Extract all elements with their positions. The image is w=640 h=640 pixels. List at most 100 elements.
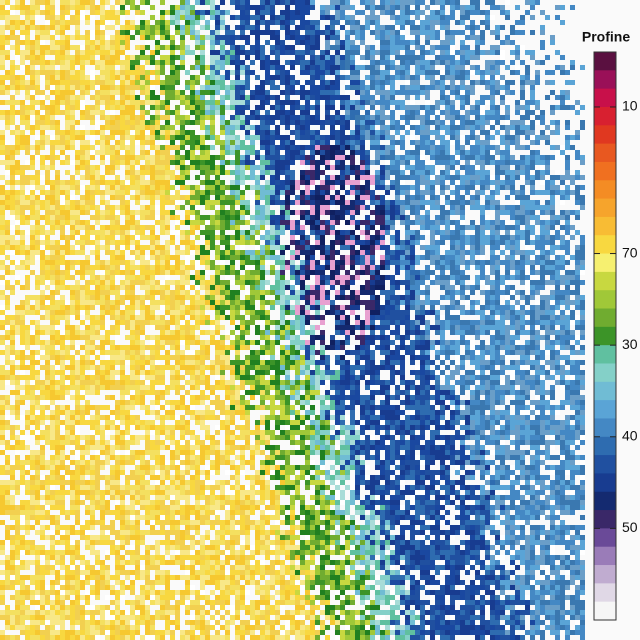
density-cell <box>75 200 80 205</box>
density-cell <box>120 195 125 200</box>
density-cell <box>275 145 280 150</box>
density-cell <box>50 255 55 260</box>
density-cell <box>80 15 85 20</box>
density-cell <box>255 60 260 65</box>
density-cell <box>45 50 50 55</box>
density-cell <box>350 30 355 35</box>
density-cell <box>370 75 375 80</box>
density-cell <box>110 55 115 60</box>
density-cell <box>230 125 235 130</box>
density-cell <box>370 55 375 60</box>
density-cell <box>95 265 100 270</box>
density-cell <box>390 80 395 85</box>
density-cell <box>100 110 105 115</box>
density-cell <box>440 45 445 50</box>
density-cell <box>425 275 430 280</box>
density-cell <box>415 40 420 45</box>
density-cell <box>270 50 275 55</box>
density-cell <box>25 150 30 155</box>
density-cell <box>285 185 290 190</box>
density-cell <box>415 200 420 205</box>
density-cell <box>510 245 515 250</box>
density-cell <box>150 130 155 135</box>
density-cell <box>370 180 375 185</box>
density-cell <box>405 70 410 75</box>
density-cell <box>195 275 200 280</box>
density-cell <box>395 70 400 75</box>
density-cell <box>260 95 265 100</box>
density-cell <box>140 250 145 255</box>
density-cell <box>340 105 345 110</box>
density-cell <box>135 70 140 75</box>
density-cell <box>160 170 165 175</box>
density-cell <box>0 100 5 105</box>
density-cell <box>300 270 305 275</box>
density-cell <box>510 260 515 265</box>
density-cell <box>355 105 360 110</box>
density-cell <box>550 215 555 220</box>
density-cell <box>450 10 455 15</box>
density-cell <box>430 175 435 180</box>
density-cell <box>400 55 405 60</box>
density-cell <box>460 105 465 110</box>
density-cell <box>110 170 115 175</box>
density-cell <box>170 20 175 25</box>
density-cell <box>515 120 520 125</box>
density-cell <box>10 190 15 195</box>
density-cell <box>100 210 105 215</box>
density-cell <box>85 130 90 135</box>
density-cell <box>245 50 250 55</box>
density-cell <box>130 175 135 180</box>
density-cell <box>325 275 330 280</box>
density-cell <box>480 140 485 145</box>
density-cell <box>245 5 250 10</box>
density-cell <box>435 180 440 185</box>
density-cell <box>35 115 40 120</box>
density-cell <box>495 105 500 110</box>
density-cell <box>560 55 565 60</box>
density-cell <box>345 125 350 130</box>
density-cell <box>70 80 75 85</box>
density-cell <box>345 110 350 115</box>
density-cell <box>365 170 370 175</box>
density-cell <box>350 160 355 165</box>
density-cell <box>475 45 480 50</box>
density-cell <box>310 200 315 205</box>
density-cell <box>20 195 25 200</box>
density-cell <box>40 10 45 15</box>
density-cell <box>285 90 290 95</box>
density-cell <box>300 70 305 75</box>
density-cell <box>80 150 85 155</box>
density-cell <box>145 110 150 115</box>
density-cell <box>120 260 125 265</box>
density-cell <box>230 245 235 250</box>
density-cell <box>225 75 230 80</box>
density-cell <box>320 100 325 105</box>
density-cell <box>395 275 400 280</box>
density-cell <box>380 180 385 185</box>
density-cell <box>0 250 5 255</box>
density-cell <box>500 25 505 30</box>
density-cell <box>390 35 395 40</box>
density-cell <box>525 130 530 135</box>
density-cell <box>155 185 160 190</box>
density-cell <box>505 40 510 45</box>
density-cell <box>355 125 360 130</box>
density-cell <box>360 195 365 200</box>
density-cell <box>325 195 330 200</box>
density-cell <box>520 45 525 50</box>
density-cell <box>280 45 285 50</box>
density-cell <box>450 15 455 20</box>
density-cell <box>75 20 80 25</box>
density-cell <box>60 70 65 75</box>
density-cell <box>415 195 420 200</box>
density-cell <box>55 105 60 110</box>
density-cell <box>140 255 145 260</box>
density-cell <box>150 245 155 250</box>
density-cell <box>40 235 45 240</box>
density-cell <box>505 130 510 135</box>
density-cell <box>10 185 15 190</box>
density-cell <box>365 175 370 180</box>
density-cell <box>240 275 245 280</box>
density-cell <box>400 90 405 95</box>
